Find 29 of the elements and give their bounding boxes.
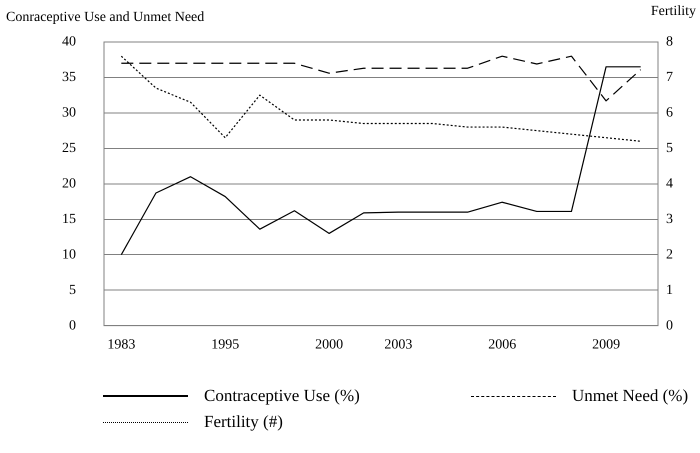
y-tick-label: 15 <box>62 212 76 227</box>
x-tick-label: 1983 <box>107 338 136 353</box>
y2-tick-label: 3 <box>666 212 673 227</box>
y-tick-label: 0 <box>69 318 76 334</box>
x-tick-label: 2003 <box>384 338 412 353</box>
y2-tick-label: 1 <box>666 282 673 298</box>
y-tick-label: 10 <box>62 247 76 262</box>
y2-tick-label: 8 <box>666 34 673 50</box>
legend-label: Fertility (#) <box>204 412 283 432</box>
y-tick-label: 20 <box>62 176 76 192</box>
y2-tick-label: 6 <box>666 106 673 121</box>
y-axis-title: Conraceptive Use and Unmet Need <box>6 10 204 26</box>
y-tick-label: 30 <box>62 106 76 121</box>
y-tick-label: 5 <box>69 282 76 298</box>
y2-axis-title: Fertility <box>650 4 696 20</box>
y2-tick-label: 7 <box>666 70 673 86</box>
x-tick-label: 2000 <box>315 338 344 353</box>
y-tick-label: 25 <box>62 141 76 156</box>
y-tick-label: 35 <box>62 70 76 86</box>
y2-tick-label: 5 <box>666 141 673 156</box>
x-tick-label: 1995 <box>211 338 240 353</box>
legend-label: Unmet Need (%) <box>572 386 688 406</box>
x-tick-label: 2006 <box>488 338 516 353</box>
y2-tick-label: 4 <box>666 176 673 192</box>
y-tick-label: 40 <box>62 34 76 50</box>
legend-label: Contraceptive Use (%) <box>204 386 360 406</box>
x-tick-label: 2009 <box>592 338 620 353</box>
y2-tick-label: 0 <box>666 318 673 334</box>
y2-tick-label: 2 <box>666 247 673 262</box>
